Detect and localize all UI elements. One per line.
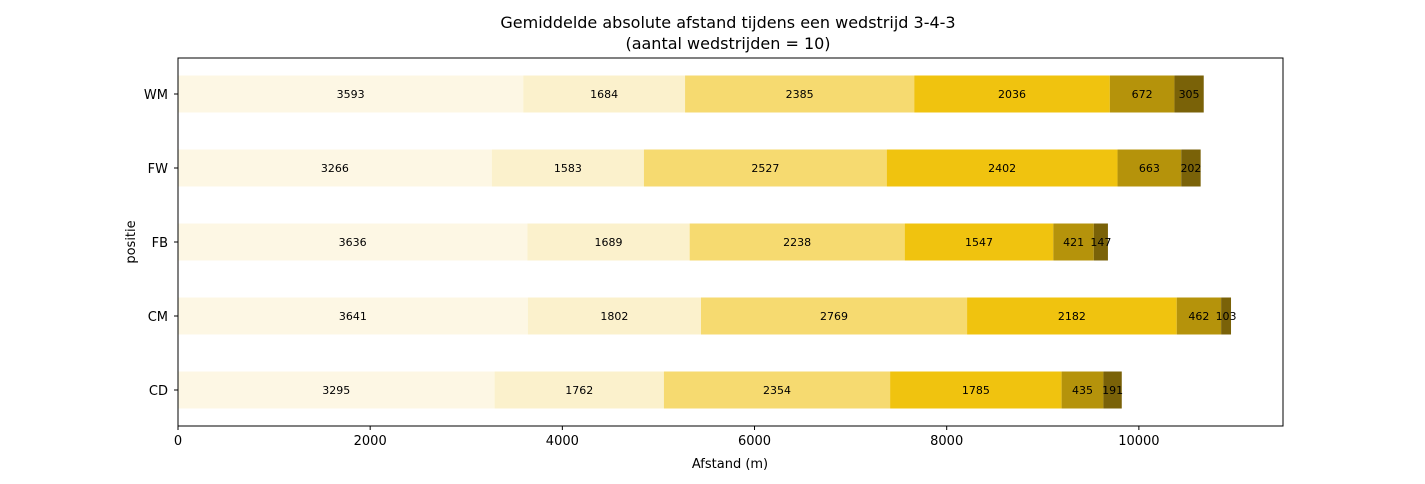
bar-fb-segment-1 bbox=[178, 223, 528, 261]
bar-cm-segment-5 bbox=[1176, 297, 1222, 335]
data-label-cm-segment-1: 3641 bbox=[339, 310, 367, 323]
data-label-cm-segment-5: 462 bbox=[1188, 310, 1209, 323]
bar-fw-segment-1 bbox=[178, 149, 492, 187]
bar-wm-segment-5 bbox=[1109, 75, 1175, 113]
data-label-fw-segment-2: 1583 bbox=[554, 162, 582, 175]
bar-cd-segment-5 bbox=[1061, 371, 1104, 409]
data-label-cm-segment-3: 2769 bbox=[820, 310, 848, 323]
x-tick-label-0: 0 bbox=[174, 434, 182, 449]
bar-cm-segment-1 bbox=[178, 297, 528, 335]
bars-layer: 3295 1762 2354 1785 435 191 3641 1802 2769 2182 46… bbox=[178, 75, 1237, 409]
bar-cm-segment-3 bbox=[701, 297, 968, 335]
bar-wm-segment-3 bbox=[685, 75, 915, 113]
data-label-wm-segment-4: 2036 bbox=[998, 88, 1026, 101]
y-tick-label-cd: CD bbox=[149, 384, 168, 399]
data-label-cd-segment-1: 3295 bbox=[322, 384, 350, 397]
data-label-cm-segment-4: 2182 bbox=[1058, 310, 1086, 323]
bar-cm-segment-4 bbox=[967, 297, 1177, 335]
bar-fb-segment-4 bbox=[904, 223, 1054, 261]
y-tick-label-wm: WM bbox=[144, 88, 168, 103]
bar-cm-segment-2 bbox=[527, 297, 702, 335]
data-label-wm-segment-5: 672 bbox=[1132, 88, 1153, 101]
data-label-cd-segment-6: 191 bbox=[1102, 384, 1123, 397]
y-tick-label-fb: FB bbox=[152, 236, 168, 251]
data-label-cm-segment-6: 103 bbox=[1216, 310, 1237, 323]
data-label-fb-segment-4: 1547 bbox=[965, 236, 993, 249]
axis-layer: CD CM FB FW WM 0 2000 4000 6000 8000 10000 bbox=[144, 88, 1160, 449]
data-label-wm-segment-3: 2385 bbox=[786, 88, 814, 101]
data-label-fb-segment-1: 3636 bbox=[339, 236, 367, 249]
data-label-fb-segment-6: 147 bbox=[1090, 236, 1111, 249]
bar-fw-segment-2 bbox=[491, 149, 644, 187]
data-label-cd-segment-2: 1762 bbox=[565, 384, 593, 397]
bar-fw-segment-5 bbox=[1117, 149, 1182, 187]
bar-fb-segment-3 bbox=[689, 223, 905, 261]
bar-wm-segment-2 bbox=[523, 75, 686, 113]
bar-fw-segment-4 bbox=[886, 149, 1118, 187]
bar-wm-segment-1 bbox=[178, 75, 524, 113]
data-label-wm-segment-1: 3593 bbox=[337, 88, 365, 101]
bar-fb-segment-2 bbox=[527, 223, 690, 261]
bar-cd-segment-3 bbox=[663, 371, 891, 409]
x-axis-label: Afstand (m) bbox=[692, 457, 768, 472]
data-label-fb-segment-2: 1689 bbox=[595, 236, 623, 249]
x-tick-label-8000: 8000 bbox=[930, 434, 963, 449]
bar-wm-segment-4 bbox=[914, 75, 1110, 113]
data-label-wm-segment-2: 1684 bbox=[590, 88, 618, 101]
y-axis-label: positie bbox=[124, 220, 139, 263]
bar-cd-segment-2 bbox=[494, 371, 664, 409]
data-label-fb-segment-5: 421 bbox=[1063, 236, 1084, 249]
bar-wm-segment-6 bbox=[1174, 75, 1204, 113]
bar-cd-segment-6 bbox=[1103, 371, 1122, 409]
bar-cd-segment-4 bbox=[890, 371, 1062, 409]
bar-fw-segment-6 bbox=[1181, 149, 1201, 187]
x-tick-label-4000: 4000 bbox=[546, 434, 579, 449]
data-label-cd-segment-5: 435 bbox=[1072, 384, 1093, 397]
y-tick-label-fw: FW bbox=[148, 162, 168, 177]
data-label-cd-segment-3: 2354 bbox=[763, 384, 791, 397]
data-label-fw-segment-1: 3266 bbox=[321, 162, 349, 175]
data-label-fb-segment-3: 2238 bbox=[783, 236, 811, 249]
bar-cm-segment-6 bbox=[1221, 297, 1232, 335]
bar-cd-segment-1 bbox=[178, 371, 495, 409]
data-label-cm-segment-2: 1802 bbox=[600, 310, 628, 323]
y-tick-label-cm: CM bbox=[148, 310, 168, 325]
x-tick-label-2000: 2000 bbox=[354, 434, 387, 449]
chart-subtitle: (aantal wedstrijden = 10) bbox=[625, 34, 830, 53]
bar-fb-segment-6 bbox=[1093, 223, 1108, 261]
chart-title: Gemiddelde absolute afstand tijdens een … bbox=[500, 13, 955, 32]
data-label-fw-segment-3: 2527 bbox=[751, 162, 779, 175]
x-tick-label-10000: 10000 bbox=[1118, 434, 1159, 449]
data-label-wm-segment-6: 305 bbox=[1179, 88, 1200, 101]
data-label-fw-segment-4: 2402 bbox=[988, 162, 1016, 175]
bar-fw-segment-3 bbox=[643, 149, 887, 187]
data-label-fw-segment-6: 202 bbox=[1180, 162, 1201, 175]
data-label-cd-segment-4: 1785 bbox=[962, 384, 990, 397]
data-label-fw-segment-5: 663 bbox=[1139, 162, 1160, 175]
x-tick-label-6000: 6000 bbox=[738, 434, 771, 449]
bar-fb-segment-5 bbox=[1053, 223, 1094, 261]
